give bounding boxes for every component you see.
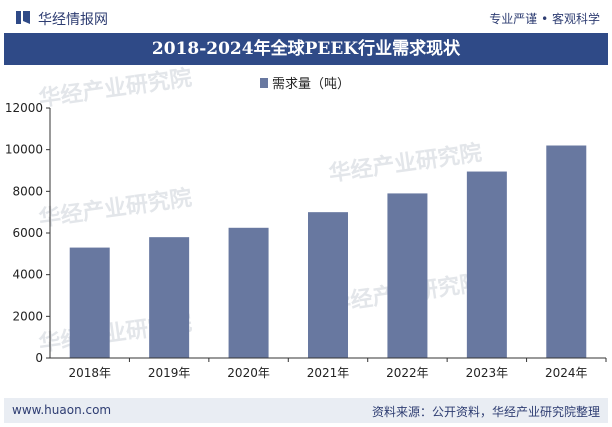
y-tick-label: 0	[35, 351, 43, 365]
chart-area: 华经产业研究院 华经产业研究院 华经产业研究院 华经产业研究院 华经产业研究院 …	[0, 65, 612, 396]
bar-chart: 华经产业研究院 华经产业研究院 华经产业研究院 华经产业研究院 华经产业研究院 …	[5, 65, 607, 380]
x-tick-label: 2024年	[545, 366, 588, 380]
bar	[466, 171, 507, 358]
y-tick-label: 12000	[5, 101, 43, 115]
y-tick-label: 2000	[12, 309, 43, 323]
legend: 需求量（吨）	[260, 77, 350, 92]
x-tick-label: 2018年	[68, 366, 111, 380]
bar	[387, 193, 428, 358]
x-tick-label: 2020年	[227, 366, 270, 380]
y-tick-label: 10000	[5, 143, 43, 157]
x-axis: 2018年 2019年 2020年 2021年 2022年 2023年 2024年	[50, 357, 607, 380]
y-tick-label: 6000	[12, 226, 43, 240]
legend-swatch	[260, 78, 268, 88]
svg-text:华经产业研究院: 华经产业研究院	[327, 140, 483, 187]
chart-title: 2018-2024年全球PEEK行业需求现状	[4, 33, 608, 65]
bar	[228, 227, 269, 358]
x-tick-label: 2022年	[386, 366, 429, 380]
top-bar: 华经情报网 专业严谨 • 客观科学	[0, 0, 612, 33]
x-tick-label: 2019年	[148, 366, 191, 380]
y-tick-label: 8000	[12, 184, 43, 198]
website-link[interactable]: www.huaon.com	[12, 403, 112, 417]
y-axis: 0 2000 4000 6000 8000 10000 12000	[5, 101, 51, 365]
bar	[149, 237, 190, 358]
svg-text:华经产业研究院: 华经产业研究院	[37, 185, 193, 232]
x-tick-label: 2023年	[466, 366, 509, 380]
footer: www.huaon.com 资料来源：公开资料，华经产业研究院整理	[4, 398, 608, 423]
x-tick-label: 2021年	[307, 366, 350, 380]
svg-text:华经产业研究院: 华经产业研究院	[37, 66, 193, 112]
brand-name: 华经情报网	[38, 12, 108, 28]
legend-label: 需求量（吨）	[272, 77, 350, 92]
bar	[546, 145, 587, 358]
bar	[69, 247, 110, 358]
tagline: 专业严谨 • 客观科学	[489, 12, 600, 26]
y-tick-label: 4000	[12, 268, 43, 282]
logo-icon	[16, 11, 30, 24]
bar	[308, 212, 348, 358]
bars	[69, 145, 587, 358]
source-note: 资料来源：公开资料，华经产业研究院整理	[371, 405, 600, 419]
